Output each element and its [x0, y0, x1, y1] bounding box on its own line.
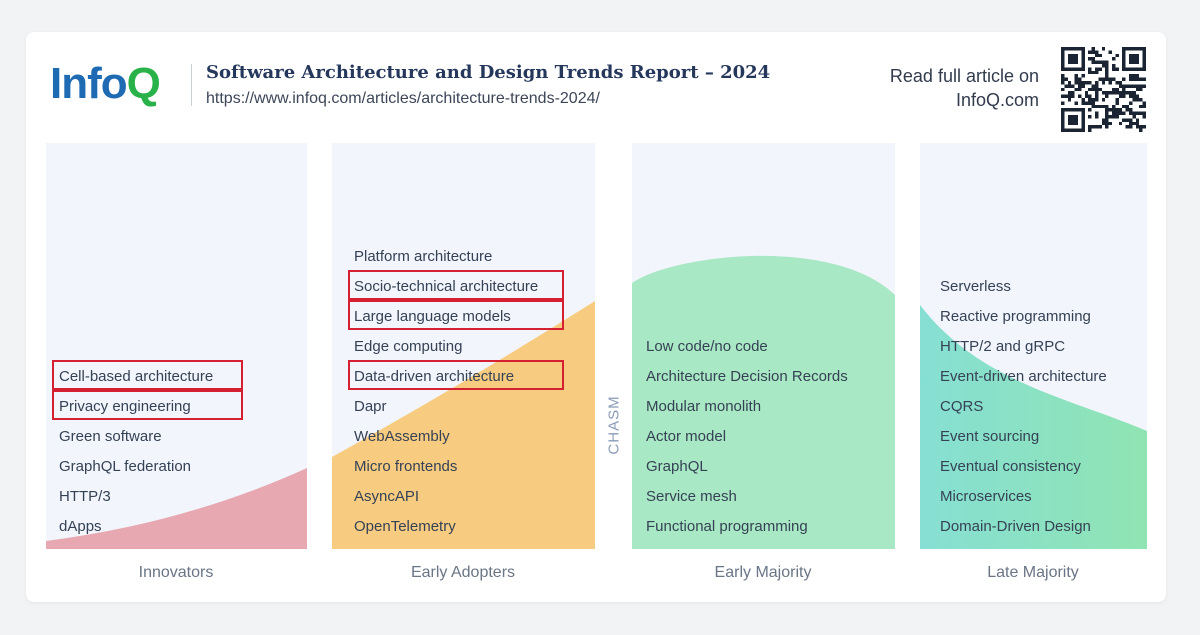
item-serverless: Serverless: [940, 278, 1011, 295]
item-domain-driven-design: Domain-Driven Design: [940, 518, 1091, 535]
logo-text-info: Info: [50, 59, 128, 108]
item-platform-architecture: Platform architecture: [354, 248, 493, 265]
item-opentelemetry: OpenTelemetry: [354, 518, 456, 535]
item-edge-computing: Edge computing: [354, 338, 463, 355]
highlight-box-privacy-engineering: [52, 390, 243, 420]
infoq-logo[interactable]: InfoQ: [50, 58, 161, 110]
highlight-box-socio-technical-architecture: [348, 270, 564, 300]
item-functional-programming: Functional programming: [646, 518, 808, 535]
category-label-early-majority: Early Majority: [714, 564, 812, 581]
item-data-driven-architecture: Data-driven architecture: [354, 368, 515, 385]
chasm-label: CHASM: [605, 395, 623, 455]
item-reactive-programming: Reactive programming: [940, 308, 1091, 325]
category-label-late-majority: Late Majority: [987, 564, 1079, 581]
qr-code-icon[interactable]: [1061, 47, 1146, 132]
item-privacy-engineering: Privacy engineering: [59, 398, 191, 415]
item-dapps: dApps: [59, 518, 102, 535]
logo-text-q: Q: [126, 59, 161, 108]
item-event-driven-architecture: Event-driven architecture: [940, 368, 1107, 385]
panel-innovators: [46, 143, 307, 549]
panel-late-majority: [920, 143, 1147, 549]
category-label-early-adopters: Early Adopters: [410, 564, 516, 581]
item-http-3: HTTP/3: [59, 488, 111, 505]
panel-early-adopters: [332, 143, 595, 549]
read-line-1: Read full article on: [889, 66, 1039, 86]
read-line-2: InfoQ.com: [955, 90, 1039, 110]
item-micro-frontends: Micro frontends: [354, 458, 458, 475]
logo-divider: [191, 64, 192, 106]
late-majority-curve: [920, 305, 1147, 549]
item-socio-technical-architecture: Socio-technical architecture: [354, 278, 539, 295]
read-full-article[interactable]: Read full article on InfoQ.com: [890, 64, 1039, 112]
item-architecture-decision-records: Architecture Decision Records: [646, 368, 848, 385]
item-webassembly: WebAssembly: [354, 428, 450, 445]
item-modular-monolith: Modular monolith: [646, 398, 762, 415]
highlight-box-large-language-models: [348, 300, 564, 330]
highlight-box-data-driven-architecture: [348, 360, 564, 390]
panel-early-majority: [632, 143, 895, 549]
item-green-software: Green software: [59, 428, 162, 445]
report-title: Software Architecture and Design Trends …: [206, 62, 771, 83]
early-adopters-curve: [332, 301, 595, 549]
category-label-innovators: Innovators: [138, 564, 214, 581]
item-asyncapi: AsyncAPI: [354, 488, 420, 505]
item-dapr: Dapr: [354, 398, 387, 415]
innovators-curve: [46, 468, 307, 549]
early-majority-curve: [632, 255, 895, 549]
item-large-language-models: Large language models: [354, 308, 511, 325]
item-actor-model: Actor model: [646, 428, 727, 445]
report-url[interactable]: https://www.infoq.com/articles/architect…: [206, 90, 600, 107]
item-graphql: GraphQL: [646, 458, 708, 475]
item-graphql-federation: GraphQL federation: [59, 458, 192, 475]
item-cell-based-architecture: Cell-based architecture: [59, 368, 214, 385]
item-http-2-and-grpc: HTTP/2 and gRPC: [940, 338, 1066, 355]
item-event-sourcing: Event sourcing: [940, 428, 1040, 445]
item-low-code-no-code: Low code/no code: [646, 338, 768, 355]
item-service-mesh: Service mesh: [646, 488, 737, 505]
item-microservices: Microservices: [940, 488, 1032, 505]
item-eventual-consistency: Eventual consistency: [940, 458, 1081, 475]
item-cqrs: CQRS: [940, 398, 984, 415]
highlight-box-cell-based-architecture: [52, 360, 243, 390]
